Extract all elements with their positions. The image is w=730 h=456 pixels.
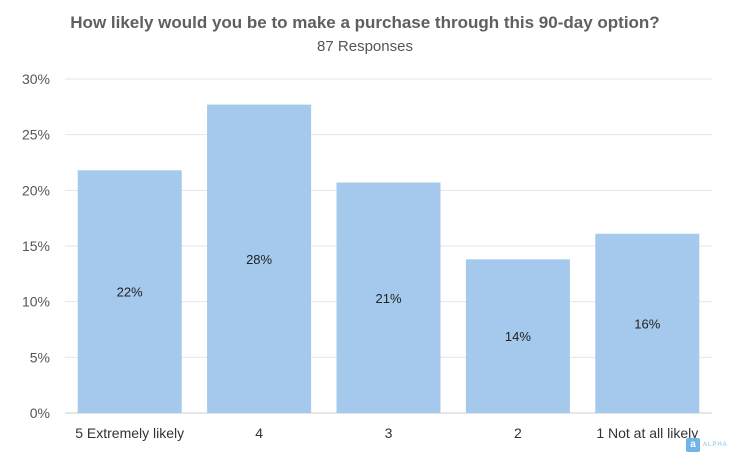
data-label: 16% — [634, 316, 660, 331]
chart-subtitle: 87 Responses — [317, 38, 413, 55]
y-tick-label: 15% — [22, 238, 50, 254]
brand-logo-icon: a — [686, 438, 700, 452]
data-label: 21% — [375, 291, 401, 306]
brand-text: ALPHA — [703, 442, 728, 448]
x-category-label: 2 — [514, 425, 522, 441]
y-tick-label: 30% — [22, 71, 50, 87]
y-tick-label: 20% — [22, 182, 50, 198]
bar — [595, 233, 700, 413]
y-tick-label: 5% — [30, 349, 50, 365]
bar — [465, 259, 570, 413]
bar — [207, 104, 312, 414]
chart-title: How likely would you be to make a purcha… — [70, 13, 660, 32]
bars — [77, 104, 700, 414]
brand-badge: a ALPHA — [686, 438, 728, 452]
bar — [77, 170, 182, 413]
y-tick-label: 25% — [22, 127, 50, 143]
x-category-label: 5 Extremely likely — [75, 425, 184, 441]
data-label: 14% — [505, 329, 531, 344]
labels: 0% 5% 10% 15% 20% 25% 30% 22% 5 Extremely likely… — [22, 71, 698, 441]
data-label: 28% — [246, 252, 272, 267]
x-category-label: 4 — [255, 425, 263, 441]
x-category-label: 1 Not at all likely — [596, 425, 698, 441]
bar — [336, 182, 441, 413]
data-label: 22% — [117, 285, 143, 300]
x-category-label: 3 — [385, 425, 393, 441]
y-tick-label: 10% — [22, 294, 50, 310]
y-tick-label: 0% — [30, 405, 50, 421]
